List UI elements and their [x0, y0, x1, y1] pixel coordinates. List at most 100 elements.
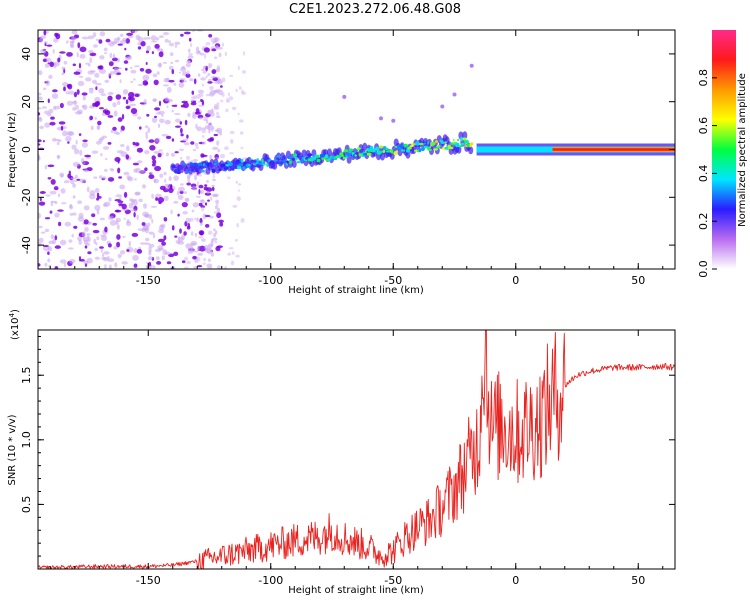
- noise-speck: [173, 82, 177, 86]
- noise-speck: [203, 257, 207, 262]
- noise-speck: [100, 217, 105, 221]
- noise-speck: [181, 65, 185, 70]
- noise-speck: [46, 44, 53, 47]
- noise-speck: [83, 219, 89, 225]
- noise-speck: [45, 80, 50, 86]
- noise-speck: [146, 37, 151, 40]
- noise-speck: [200, 189, 205, 195]
- noise-speck: [93, 176, 98, 179]
- noise-speck: [152, 265, 156, 269]
- noise-speck: [57, 209, 64, 212]
- noise-speck: [213, 228, 216, 232]
- noise-speck: [147, 127, 151, 134]
- noise-speck: [175, 240, 181, 244]
- trace-cell: [192, 162, 198, 166]
- noise-speck: [179, 148, 184, 151]
- noise-speck: [212, 77, 218, 82]
- noise-speck: [187, 48, 191, 53]
- colorbar-ticks: 0.0 0.2 0.4 0.6 0.8: [697, 69, 717, 278]
- trace-cell: [240, 158, 244, 163]
- noise-speck: [188, 37, 192, 42]
- noise-speck: [159, 118, 165, 124]
- noise-speck: [179, 121, 182, 125]
- trace-cell: [428, 148, 432, 151]
- noise-speck: [141, 222, 146, 226]
- y-tick-label: -20: [20, 188, 33, 206]
- noise-speck: [122, 96, 126, 100]
- noise-speck: [199, 217, 203, 224]
- noise-speck: [49, 61, 54, 68]
- noise-speck: [60, 188, 66, 194]
- trace-cell: [201, 169, 205, 173]
- trace-cell: [314, 154, 320, 158]
- noise-speck: [157, 153, 162, 158]
- noise-speck: [67, 141, 70, 144]
- trace-cell: [297, 160, 302, 164]
- noise-speck: [120, 144, 125, 147]
- noise-speck: [207, 249, 212, 255]
- noise-speck: [115, 94, 122, 100]
- noise-speck: [91, 213, 96, 218]
- noise-speck: [150, 35, 157, 41]
- noise-speck: [61, 66, 66, 71]
- noise-speck: [38, 96, 43, 101]
- noise-speck: [112, 57, 118, 62]
- noise-speck: [92, 222, 97, 226]
- noise-speck: [85, 62, 91, 65]
- noise-speck: [44, 217, 51, 220]
- noise-speck: [186, 60, 191, 64]
- noise-speck: [62, 130, 68, 137]
- x-tick-label: -150: [136, 574, 161, 587]
- trace-cell: [441, 141, 445, 144]
- colorbar-scale: [712, 30, 736, 269]
- trace-cell: [403, 149, 406, 152]
- noise-speck: [188, 53, 193, 56]
- noise-speck: [218, 52, 222, 58]
- noise-speck: [159, 173, 164, 179]
- noise-speck: [171, 109, 174, 113]
- noise-speck: [44, 262, 48, 267]
- noise-speck: [176, 191, 180, 196]
- noise-speck: [102, 203, 108, 208]
- noise-speck: [58, 221, 62, 227]
- trace-cell: [228, 162, 233, 167]
- noise-speck: [43, 87, 47, 91]
- noise-speck: [38, 237, 44, 243]
- noise-speck: [99, 107, 104, 110]
- noise-speck: [192, 149, 197, 152]
- trace-cell: [265, 156, 268, 161]
- trace-cell: [433, 148, 438, 151]
- noise-speck: [62, 81, 69, 87]
- y-tick-label: 0: [20, 146, 33, 153]
- noise-speck: [96, 197, 100, 201]
- trace-cell: [437, 145, 441, 148]
- noise-speck: [69, 203, 72, 209]
- noise-speck: [114, 199, 121, 202]
- trace-cell: [248, 164, 251, 166]
- noise-speck: [168, 79, 175, 83]
- noise-speck: [238, 86, 242, 90]
- noise-speck: [94, 247, 98, 252]
- noise-speck: [66, 40, 69, 44]
- noise-speck: [227, 176, 231, 179]
- noise-speck: [198, 89, 204, 94]
- noise-speck: [181, 100, 188, 104]
- noise-speck: [54, 266, 59, 269]
- trace-cell: [468, 146, 474, 155]
- noise-speck: [192, 202, 200, 208]
- noise-speck: [238, 189, 241, 192]
- noise-speck: [179, 228, 182, 234]
- trace-cell: [462, 137, 467, 141]
- noise-speck: [61, 202, 67, 205]
- trace-cell: [291, 159, 297, 168]
- noise-speck: [207, 73, 211, 76]
- noise-speck: [122, 37, 127, 42]
- noise-speck: [166, 86, 172, 93]
- noise-speck: [157, 238, 165, 243]
- trace-cell: [289, 160, 293, 164]
- noise-speck: [239, 119, 244, 123]
- noise-speck: [51, 137, 57, 142]
- noise-speck: [124, 47, 127, 51]
- noise-speck: [107, 91, 114, 96]
- noise-speck: [53, 186, 59, 191]
